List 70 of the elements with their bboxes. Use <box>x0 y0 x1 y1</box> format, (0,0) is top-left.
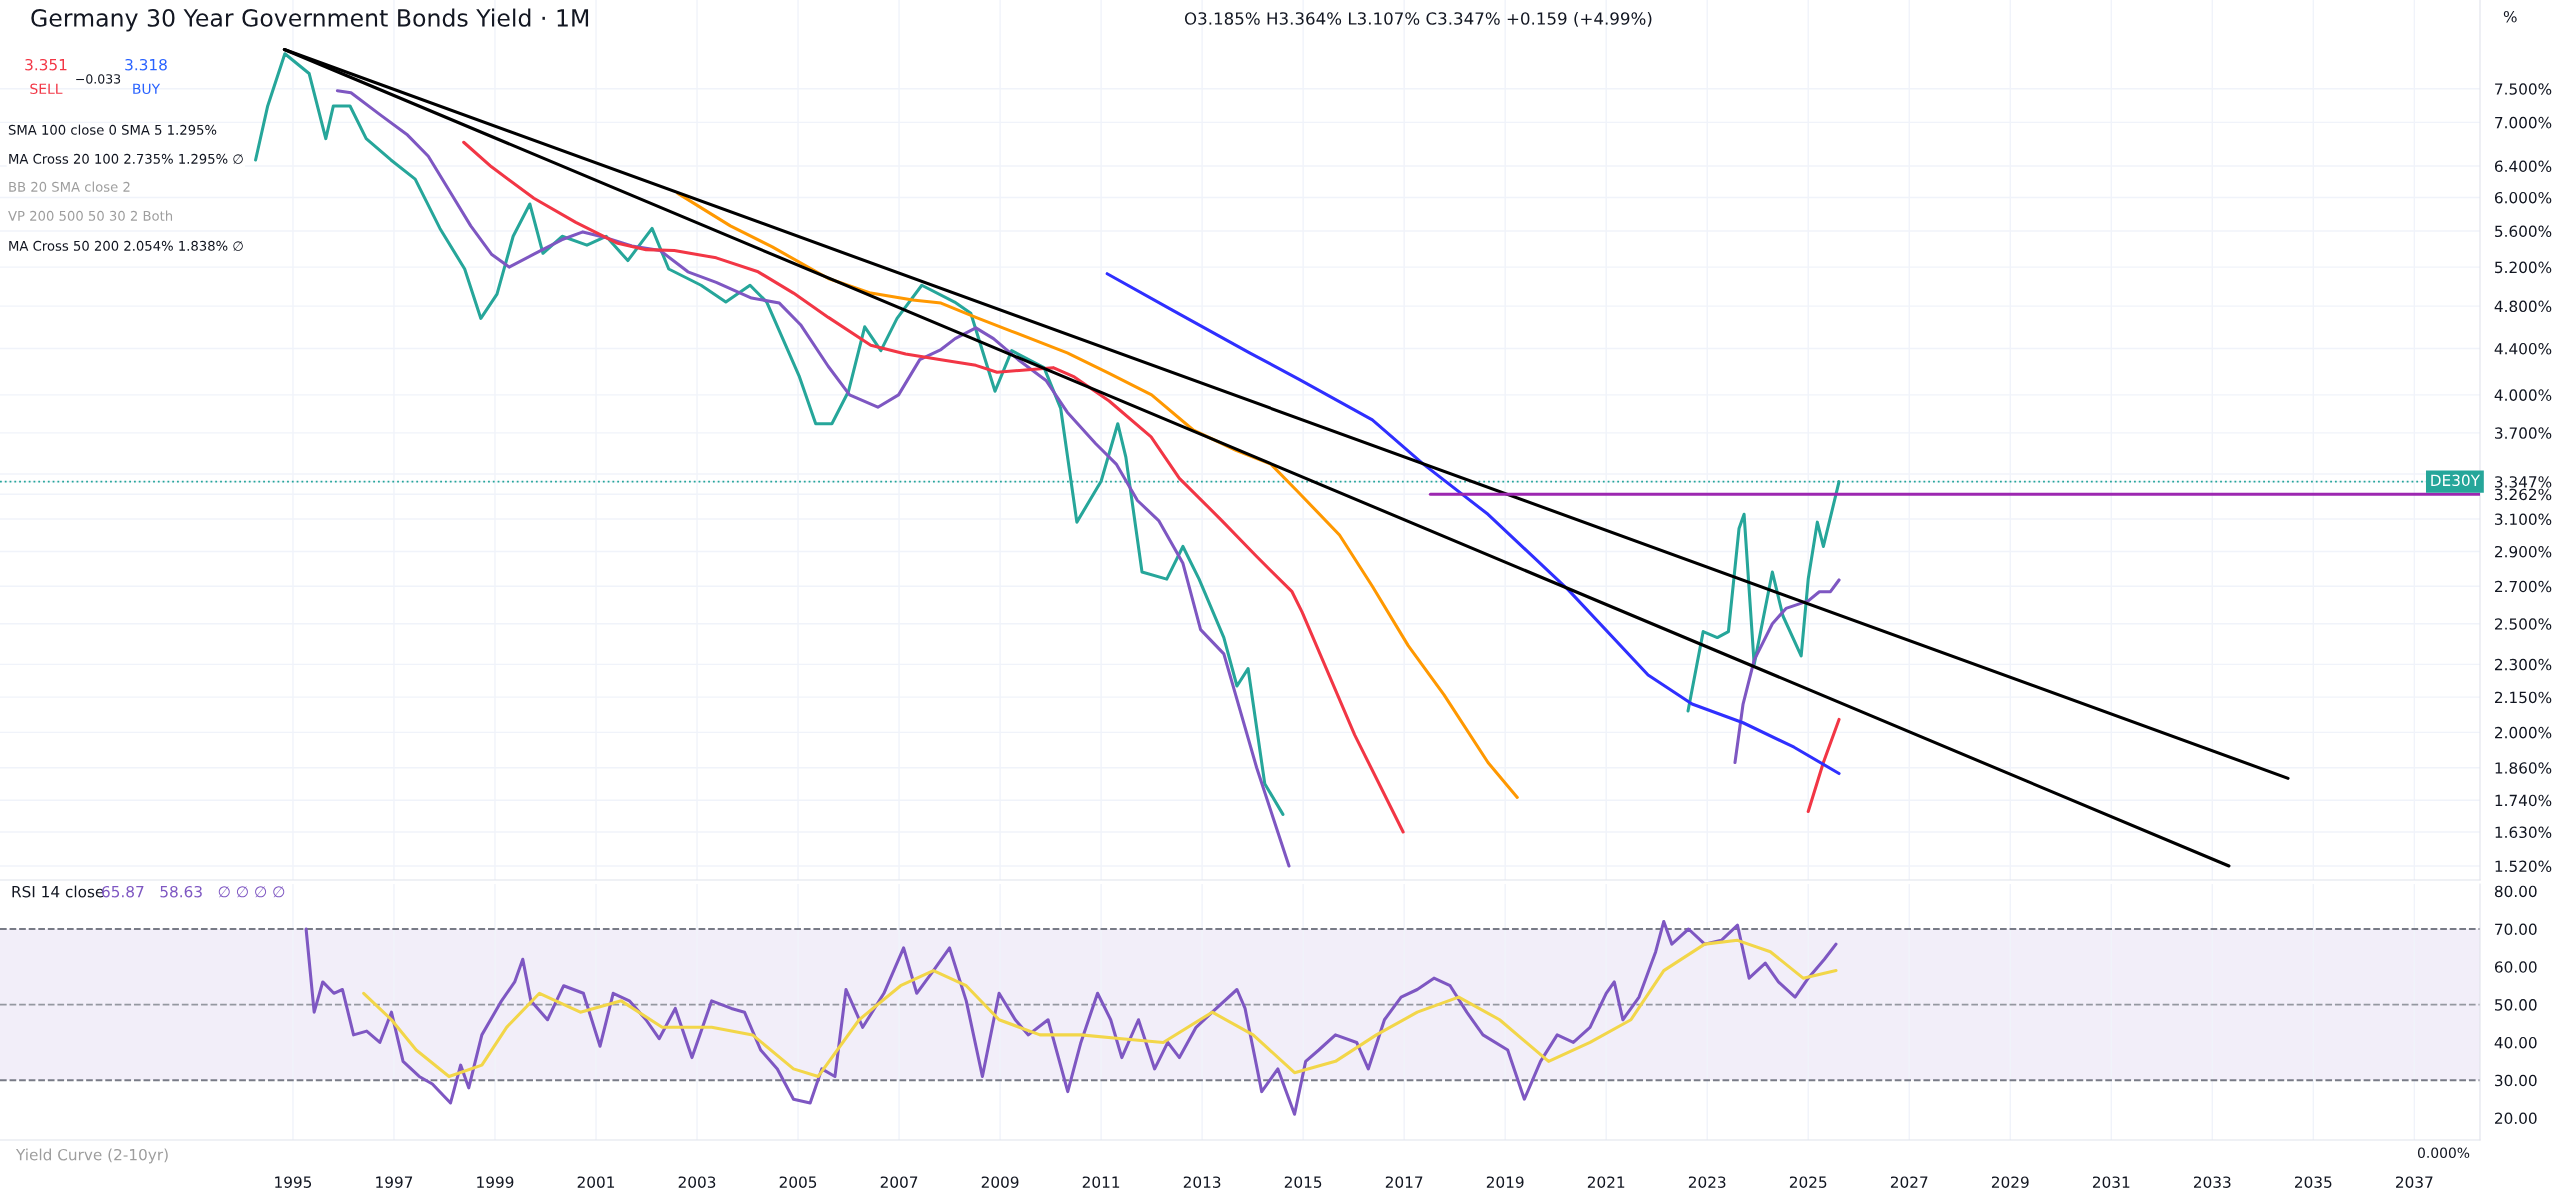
annotation: SELL <box>30 83 63 95</box>
x-tick-label: 2031 <box>2092 1176 2130 1188</box>
text: O3.185% H3.364% L3.107% C3.347% +0.159 (+4.99%) <box>1184 11 1652 27</box>
y-tick-label: 7.500% <box>2495 83 2552 95</box>
x-tick-label: 2001 <box>577 1176 615 1188</box>
y-tick-label: 4.400% <box>2494 342 2552 355</box>
y-tick-label: 6.000% <box>2494 191 2552 204</box>
x-tick-label: 2023 <box>1688 1176 1726 1188</box>
y-tick-label: 1.520% <box>2495 860 2552 873</box>
x-tick-label: 2021 <box>1587 1176 1625 1188</box>
annotation: −0.033 <box>76 74 121 84</box>
annotation: SMA 100 close 0 SMA 5 1.295% <box>8 124 217 135</box>
annotation: MA Cross 50 200 2.054% 1.838% ∅ <box>9 240 243 251</box>
y-tick-label: 3.262% <box>2495 488 2552 501</box>
y-tick-label: 2.700% <box>2495 580 2552 593</box>
y-tick-label: 50.00 <box>2495 999 2537 1011</box>
x-tick-label: 2033 <box>2193 1176 2231 1188</box>
x-tick-label: 2029 <box>1991 1176 2029 1188</box>
text: 0.000% <box>2417 1147 2470 1159</box>
y-tick-label: 40.00 <box>2494 1036 2537 1049</box>
x-tick-label: 1999 <box>477 1176 514 1188</box>
y-tick-label: 80.00 <box>2494 885 2537 898</box>
text: Yield Curve (2-10yr) <box>15 1148 168 1164</box>
y-tick-label: 30.00 <box>2495 1074 2537 1087</box>
x-tick-label: 2013 <box>1183 1176 1221 1188</box>
annotation: MA Cross 20 100 2.735% 1.295% ∅ <box>9 153 243 164</box>
y-tick-label: 6.400% <box>2494 160 2552 173</box>
annotation: VP 200 500 50 30 2 Both <box>8 210 173 221</box>
annotation: BB 20 SMA close 2 <box>9 181 130 192</box>
x-tick-label: 2015 <box>1284 1176 1322 1188</box>
y-tick-label: 70.00 <box>2495 923 2537 936</box>
y-tick-label: 5.600% <box>2495 225 2552 238</box>
x-tick-label: 2017 <box>1385 1176 1423 1188</box>
annotation: 3.351 <box>25 58 67 71</box>
y-tick-label: 1.630% <box>2495 826 2552 839</box>
text: % <box>2503 10 2517 23</box>
x-tick-label: 2025 <box>1789 1176 1827 1188</box>
x-tick-label: 2005 <box>779 1176 817 1188</box>
y-tick-label: 4.000% <box>2494 389 2552 401</box>
y-tick-label: 2.500% <box>2495 618 2552 630</box>
ref-line-label: DE30Y <box>2431 474 2481 487</box>
x-tick-label: 2027 <box>1890 1176 1928 1188</box>
x-tick-label: 2003 <box>678 1176 716 1188</box>
y-tick-label: 3.347% <box>2495 476 2552 488</box>
x-tick-label: 2037 <box>2396 1176 2433 1188</box>
chart-title: Germany 30 Year Government Bonds Yield · 1M <box>31 8 589 32</box>
x-tick-label: 2035 <box>2295 1176 2332 1188</box>
annotation: 3.318 <box>125 58 167 71</box>
x-tick-label: 2011 <box>1082 1176 1120 1188</box>
x-tick-label: 2007 <box>880 1176 918 1188</box>
y-tick-label: 7.000% <box>2495 116 2552 129</box>
y-tick-label: 3.700% <box>2495 427 2552 439</box>
x-tick-label: 2009 <box>981 1176 1019 1188</box>
y-tick-label: 4.800% <box>2494 300 2552 313</box>
annotation: 65.87 58.63 ∅ ∅ ∅ ∅ <box>102 885 285 898</box>
x-tick-label: 2019 <box>1486 1176 1524 1188</box>
y-tick-label: 20.00 <box>2495 1112 2537 1125</box>
x-tick-label: 1997 <box>376 1176 413 1188</box>
annotation: BUY <box>133 83 161 95</box>
y-tick-label: 3.100% <box>2495 513 2552 526</box>
y-tick-label: 2.150% <box>2495 691 2552 704</box>
y-tick-label: 5.200% <box>2495 261 2552 274</box>
chart-title: RSI 14 close <box>12 885 104 898</box>
y-tick-label: 60.00 <box>2494 961 2537 973</box>
y-tick-label: 2.300% <box>2495 658 2552 671</box>
y-tick-label: 1.860% <box>2495 762 2552 774</box>
y-tick-label: 2.000% <box>2495 726 2552 739</box>
y-tick-label: 1.740% <box>2495 794 2552 807</box>
y-tick-label: 2.900% <box>2495 545 2552 558</box>
x-tick-label: 1995 <box>275 1176 312 1188</box>
